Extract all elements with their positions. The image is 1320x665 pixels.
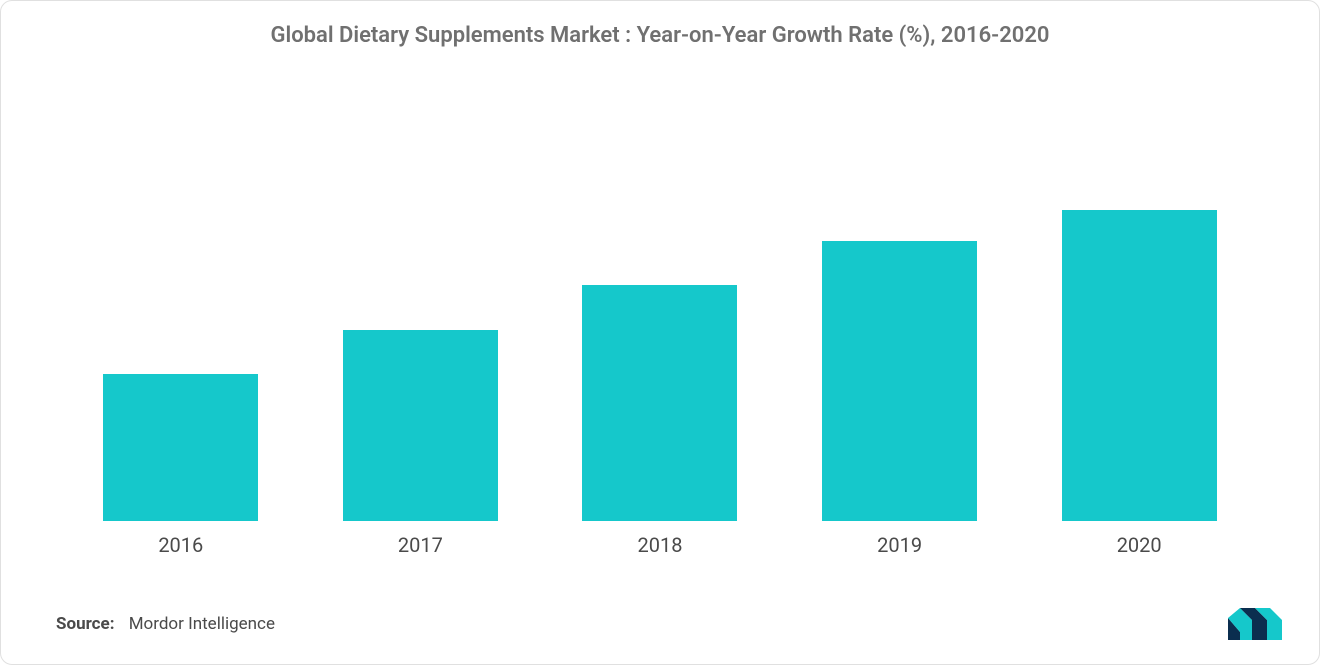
- bar-group-0: [61, 76, 301, 521]
- chart-title: Global Dietary Supplements Market : Year…: [1, 1, 1319, 56]
- x-axis-labels: 2016 2017 2018 2019 2020: [61, 533, 1259, 557]
- bars-container: [61, 76, 1259, 521]
- source-value: Mordor Intelligence: [129, 614, 275, 634]
- bar-group-2: [540, 76, 780, 521]
- bar-1: [343, 330, 498, 521]
- bar-2: [582, 285, 737, 521]
- mordor-logo-icon: [1226, 606, 1284, 642]
- x-label-2: 2018: [540, 533, 780, 557]
- bar-4: [1062, 210, 1217, 522]
- chart-area: [61, 76, 1259, 521]
- source-attribution: Source: Mordor Intelligence: [56, 614, 275, 634]
- bar-0: [103, 374, 258, 521]
- bar-group-3: [780, 76, 1020, 521]
- bar-3: [822, 241, 977, 521]
- x-label-4: 2020: [1019, 533, 1259, 557]
- x-label-1: 2017: [301, 533, 541, 557]
- bar-group-1: [301, 76, 541, 521]
- x-label-0: 2016: [61, 533, 301, 557]
- bar-group-4: [1019, 76, 1259, 521]
- x-label-3: 2019: [780, 533, 1020, 557]
- source-label: Source:: [56, 614, 114, 634]
